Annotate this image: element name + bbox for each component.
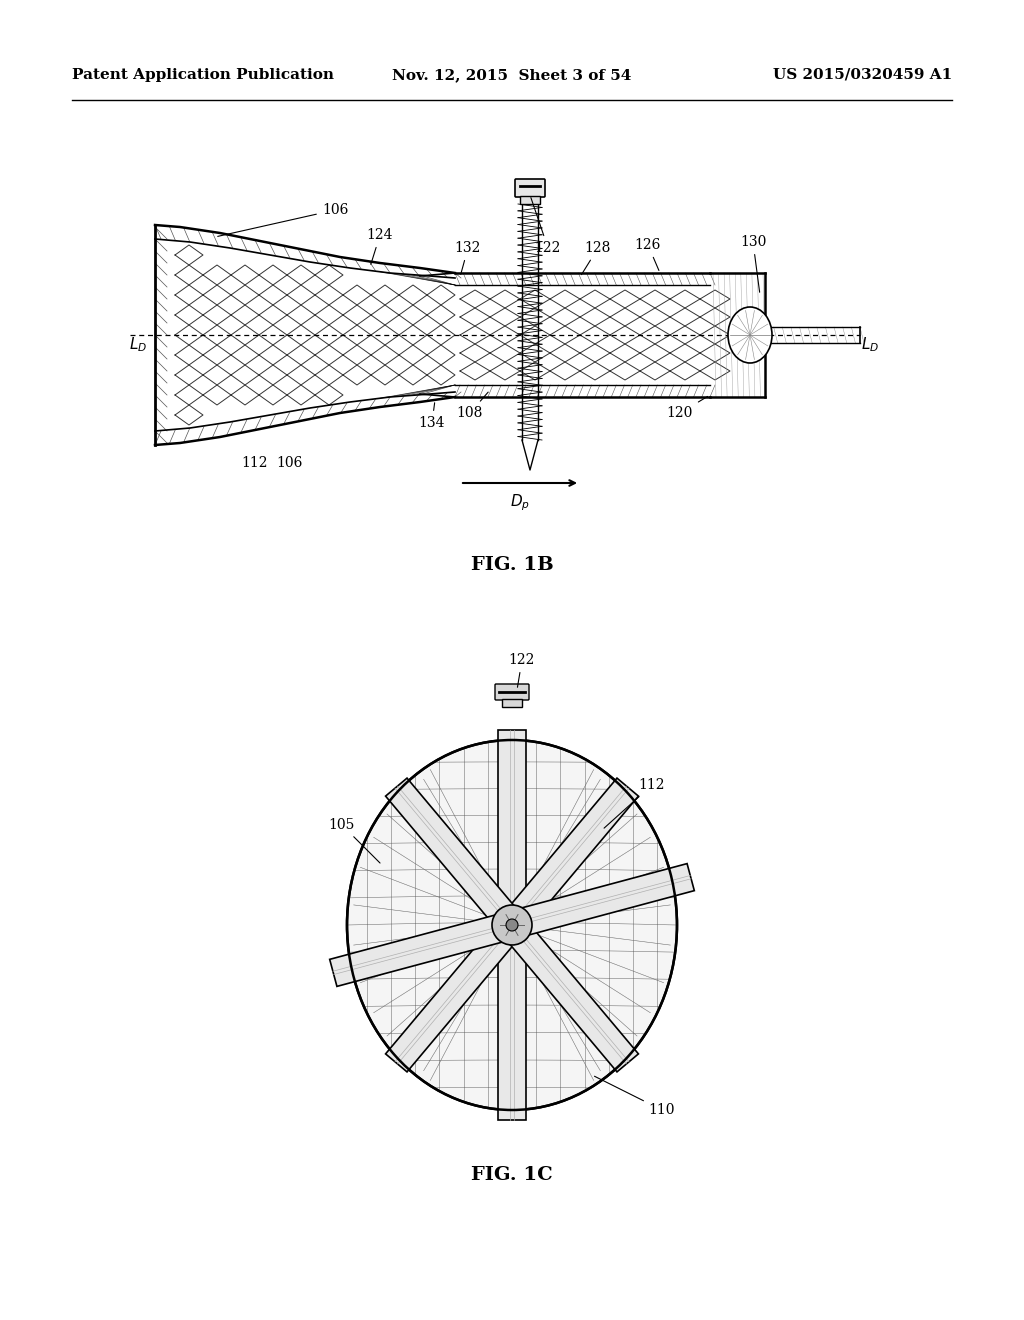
FancyBboxPatch shape — [502, 700, 522, 708]
Text: 106: 106 — [276, 455, 303, 470]
Text: $L_D$: $L_D$ — [129, 335, 147, 354]
Polygon shape — [330, 863, 694, 986]
Text: $D_p$: $D_p$ — [510, 492, 530, 513]
Text: 132: 132 — [455, 242, 481, 275]
Text: 126: 126 — [635, 238, 662, 271]
Polygon shape — [498, 730, 526, 1119]
Circle shape — [506, 919, 518, 931]
Text: 108: 108 — [457, 392, 488, 420]
Polygon shape — [386, 777, 638, 1072]
Text: $L_D$: $L_D$ — [861, 335, 879, 354]
Ellipse shape — [728, 308, 772, 363]
Text: 124: 124 — [367, 228, 393, 264]
Text: 122: 122 — [509, 653, 536, 688]
Text: 128: 128 — [582, 242, 611, 275]
Ellipse shape — [347, 741, 677, 1110]
Text: Patent Application Publication: Patent Application Publication — [72, 69, 334, 82]
Text: US 2015/0320459 A1: US 2015/0320459 A1 — [773, 69, 952, 82]
Text: FIG. 1C: FIG. 1C — [471, 1166, 553, 1184]
Polygon shape — [386, 777, 638, 1072]
Text: 130: 130 — [739, 235, 766, 292]
FancyBboxPatch shape — [515, 180, 545, 197]
Text: 112: 112 — [604, 777, 666, 828]
Text: 110: 110 — [595, 1076, 675, 1117]
FancyBboxPatch shape — [520, 195, 540, 205]
Text: FIG. 1B: FIG. 1B — [471, 556, 553, 574]
FancyBboxPatch shape — [495, 684, 529, 700]
Circle shape — [492, 906, 532, 945]
Text: 122: 122 — [530, 198, 561, 255]
Text: 134: 134 — [419, 403, 445, 430]
Text: Nov. 12, 2015  Sheet 3 of 54: Nov. 12, 2015 Sheet 3 of 54 — [392, 69, 632, 82]
Text: 120: 120 — [667, 396, 708, 420]
Text: 106: 106 — [218, 203, 348, 236]
Text: 105: 105 — [329, 818, 380, 863]
Text: 112: 112 — [242, 455, 268, 470]
